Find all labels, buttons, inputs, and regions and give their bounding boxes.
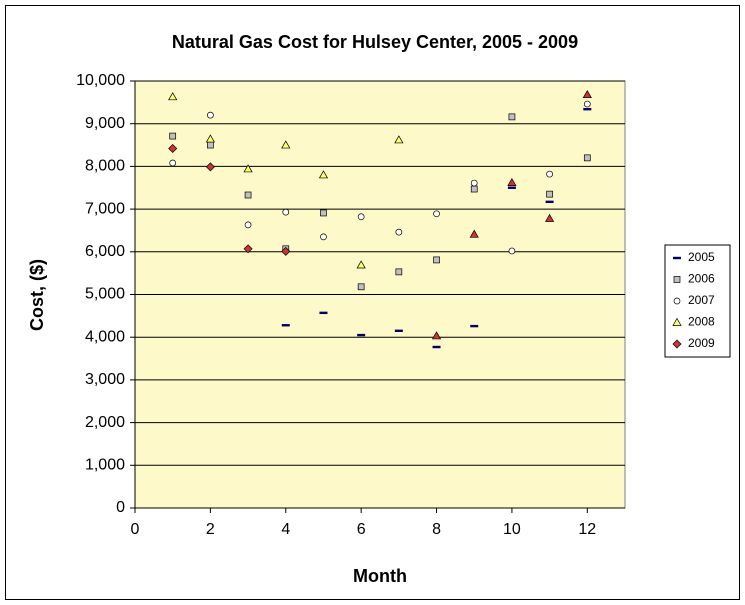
- legend-label: 2006: [688, 272, 715, 286]
- marker: [673, 276, 681, 283]
- marker: [394, 329, 403, 332]
- x-tick-label: 10: [503, 521, 521, 538]
- y-tick-label: 3,000: [85, 371, 125, 388]
- marker: [168, 143, 178, 153]
- y-tick-label: 8,000: [85, 158, 125, 175]
- marker: [394, 135, 404, 144]
- marker: [508, 247, 516, 255]
- x-tick-label: 6: [357, 521, 366, 538]
- marker: [582, 89, 592, 99]
- y-tick-label: 6,000: [85, 243, 125, 260]
- marker: [395, 228, 403, 236]
- x-tick-label: 8: [432, 521, 441, 538]
- marker: [357, 333, 366, 337]
- marker: [243, 244, 253, 254]
- marker: [673, 256, 681, 260]
- marker: [357, 283, 365, 291]
- marker: [545, 213, 555, 222]
- y-tick-label: 7,000: [85, 200, 125, 217]
- marker: [207, 111, 214, 119]
- legend-label: 2009: [688, 336, 715, 350]
- legend-label: 2005: [688, 250, 715, 264]
- marker: [169, 159, 177, 167]
- legend-label: 2007: [688, 293, 715, 307]
- y-tick-label: 0: [116, 499, 125, 516]
- x-tick-label: 2: [206, 521, 215, 538]
- marker: [470, 185, 478, 193]
- marker: [244, 191, 252, 199]
- y-tick-label: 9,000: [85, 115, 125, 132]
- marker: [357, 213, 365, 221]
- marker: [672, 317, 682, 326]
- marker: [583, 107, 592, 111]
- y-tick-label: 2,000: [85, 414, 125, 431]
- marker: [433, 210, 440, 218]
- marker: [507, 177, 517, 186]
- marker: [168, 92, 178, 101]
- y-tick-label: 5,000: [85, 286, 125, 303]
- x-axis-label: Month: [353, 566, 407, 586]
- chart-title: Natural Gas Cost for Hulsey Center, 2005…: [172, 32, 578, 52]
- marker: [281, 324, 290, 327]
- marker: [546, 170, 553, 178]
- marker: [545, 200, 554, 204]
- marker: [583, 154, 591, 162]
- marker: [395, 268, 403, 276]
- marker: [356, 260, 366, 269]
- marker: [320, 233, 327, 241]
- x-tick-label: 0: [131, 521, 140, 538]
- x-tick-label: 4: [281, 521, 290, 538]
- marker: [205, 134, 215, 143]
- marker: [431, 331, 442, 340]
- marker: [281, 246, 291, 256]
- y-tick-label: 4,000: [85, 328, 125, 345]
- y-tick-label: 10,000: [76, 72, 125, 89]
- marker: [470, 179, 478, 187]
- legend-label: 2008: [688, 315, 715, 329]
- marker: [469, 229, 479, 238]
- marker: [583, 100, 591, 108]
- x-tick-label: 12: [578, 521, 596, 538]
- marker: [243, 164, 253, 173]
- marker: [169, 132, 177, 140]
- marker: [207, 141, 214, 149]
- marker: [673, 297, 681, 305]
- marker: [320, 209, 327, 217]
- y-tick-label: 1,000: [85, 457, 125, 474]
- marker: [281, 140, 291, 149]
- marker: [470, 324, 479, 328]
- marker: [205, 162, 215, 172]
- marker: [433, 256, 440, 264]
- marker: [318, 170, 329, 179]
- marker: [244, 221, 252, 229]
- y-axis-label: Cost, ($): [27, 259, 47, 331]
- marker: [508, 113, 516, 121]
- marker: [507, 186, 516, 189]
- marker: [546, 190, 553, 198]
- marker: [672, 339, 682, 349]
- marker: [319, 311, 328, 315]
- marker: [282, 208, 290, 216]
- marker: [432, 345, 441, 349]
